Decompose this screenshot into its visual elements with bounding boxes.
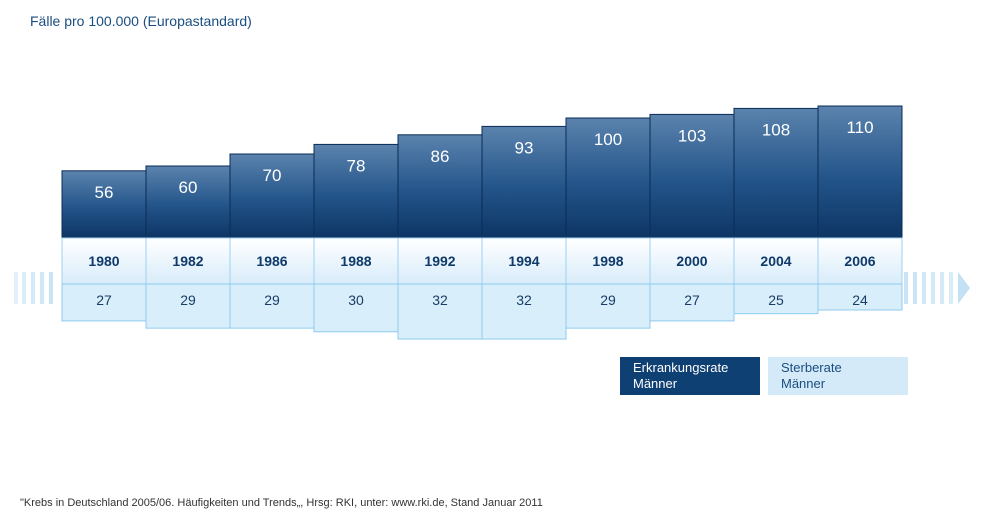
mortality-bar (817, 283, 903, 311)
mortality-bar (565, 283, 651, 329)
year-label: 1992 (424, 253, 455, 269)
incidence-value-label: 110 (846, 118, 873, 137)
incidence-value-label: 108 (762, 120, 790, 139)
year-label: 2006 (844, 253, 875, 269)
incidence-bar (817, 105, 903, 239)
incidence-value-label: 103 (678, 126, 706, 145)
legend-incidence-label: Erkrankungsrate Männer (633, 360, 729, 391)
mortality-value-label: 25 (768, 292, 784, 308)
incidence-bar (733, 107, 819, 239)
incidence-value-label: 93 (515, 138, 534, 157)
incidence-value-label: 86 (431, 147, 450, 166)
mortality-value-label: 32 (516, 292, 532, 308)
right-arrow-band (904, 272, 970, 304)
source-footnote: "Krebs in Deutschland 2005/06. Häufigkei… (20, 497, 543, 509)
incidence-bar (649, 113, 735, 239)
year-label: 1982 (172, 253, 203, 269)
left-arrow-band (14, 272, 53, 304)
incidence-bar (565, 117, 651, 239)
legend-incidence: Erkrankungsrate Männer (620, 357, 760, 395)
chart-subtitle: Fälle pro 100.000 (Europastandard) (30, 13, 252, 29)
mortality-value-label: 29 (264, 292, 280, 308)
legend-mortality: Sterberate Männer (768, 357, 908, 395)
mortality-value-label: 30 (348, 292, 364, 308)
year-label: 1980 (88, 253, 119, 269)
incidence-value-label: 78 (347, 156, 366, 175)
incidence-value-label: 70 (263, 166, 282, 185)
mortality-value-label: 27 (684, 292, 700, 308)
year-cell (817, 237, 903, 285)
year-label: 1994 (508, 253, 539, 269)
mortality-bar (61, 283, 147, 322)
year-cell (229, 237, 315, 285)
mortality-value-label: 27 (96, 292, 112, 308)
incidence-bar (145, 165, 231, 239)
year-cell (313, 237, 399, 285)
year-label: 1988 (340, 253, 371, 269)
year-cell (565, 237, 651, 285)
mortality-bar (313, 283, 399, 333)
legend-mortality-label: Sterberate Männer (781, 360, 842, 391)
incidence-value-label: 100 (594, 130, 622, 149)
year-label: 1986 (256, 253, 287, 269)
incidence-value-label: 56 (95, 183, 114, 202)
year-cell (397, 237, 483, 285)
mortality-value-label: 29 (180, 292, 196, 308)
incidence-value-label: 60 (179, 178, 198, 197)
mortality-value-label: 24 (852, 292, 868, 308)
year-label: 2004 (760, 253, 791, 269)
year-label: 1998 (592, 253, 623, 269)
mortality-bar (481, 283, 567, 340)
year-cell (481, 237, 567, 285)
year-label: 2000 (676, 253, 707, 269)
incidence-bar (61, 170, 147, 239)
mortality-value-label: 29 (600, 292, 616, 308)
mortality-bar (733, 283, 819, 315)
mortality-value-label: 32 (432, 292, 448, 308)
year-cell (61, 237, 147, 285)
